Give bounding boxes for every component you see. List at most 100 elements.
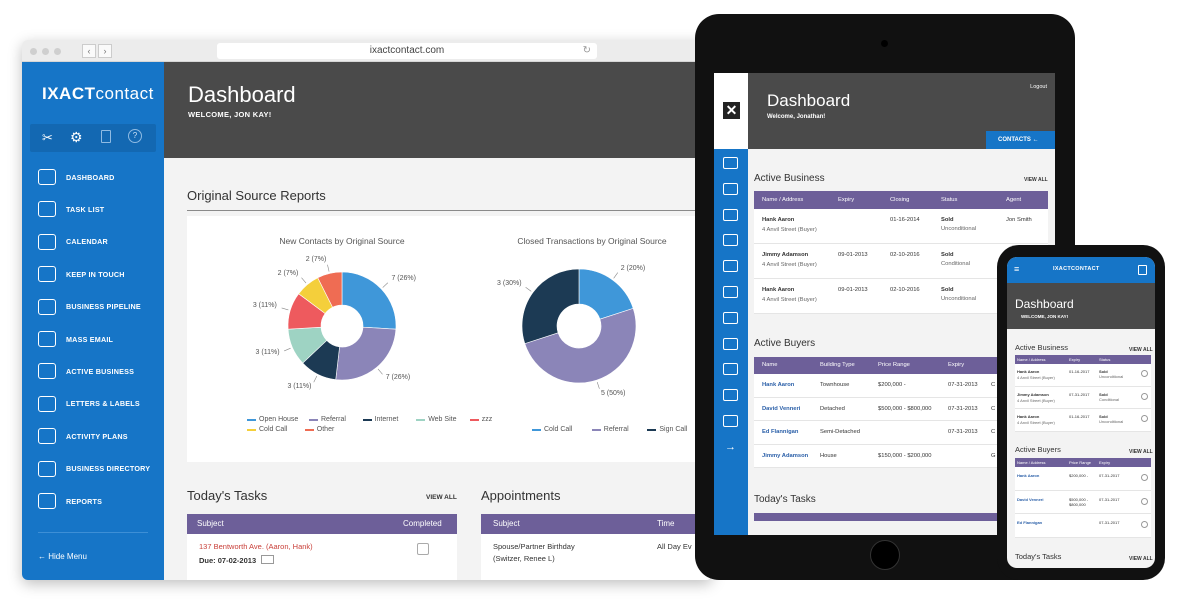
pie-slice-referral[interactable] [335,326,397,381]
calendar-icon[interactable] [723,208,738,221]
sidebar-item[interactable]: MASS EMAIL [38,328,113,350]
legend-item[interactable]: Cold Call [532,426,572,433]
row-name[interactable]: Jimmy Adamson [1017,391,1049,397]
table-row[interactable]: Hank Aaron 4 Anvil Street (Buyer) 01-16-20… [1015,409,1151,432]
buyer-name-link[interactable]: Hank Aaron [1017,473,1040,478]
sidebar-item[interactable]: LETTERS & LABELS [38,393,140,415]
logout-link[interactable]: Logout [1030,84,1047,90]
info-icon[interactable] [1141,497,1148,505]
legend-item[interactable]: Other [304,426,334,433]
window-dot[interactable] [42,48,49,55]
contact-card-icon[interactable] [261,555,274,564]
url-bar[interactable]: ixactcontact.com ↻ [217,43,597,59]
tasks-view-all-link[interactable]: VIEW ALL [426,494,457,501]
window-dot[interactable] [54,48,61,55]
info-icon[interactable] [1141,415,1148,422]
buyer-name-link[interactable]: David Venneri [762,405,801,412]
legend-item[interactable]: Referral [591,426,629,433]
plan-icon[interactable] [723,363,738,376]
back-icon[interactable]: ‹ [82,44,96,58]
info-icon[interactable] [1141,521,1148,528]
people-icon[interactable] [723,234,738,247]
contacts-button[interactable]: CONTACTS ← [986,131,1055,149]
tools-icon[interactable]: ✂ [42,130,53,145]
sidebar-item[interactable]: ACTIVITY PLANS [38,425,128,447]
row-name[interactable]: Hank Aaron [1017,369,1040,374]
row-name[interactable]: Hank Aaron [762,217,795,223]
sidebar-item[interactable]: CALENDAR [38,231,108,253]
contacts-icon[interactable] [1138,265,1147,275]
row-name[interactable]: Hank Aaron [1017,414,1040,419]
letters-icon[interactable] [723,337,738,350]
legend-item[interactable]: Internet [362,416,398,423]
buyer-name-link[interactable]: Ed Flannigan [1017,520,1043,525]
table-row[interactable]: Jimmy Adamson 4 Anvil Street (Buyer) 07-31… [1015,386,1151,409]
sidebar-item[interactable]: TASK LIST [38,198,104,220]
pie-slice-sign-call[interactable] [522,268,580,344]
app-logo[interactable]: IXACTcontact [42,84,154,104]
sidebar-item[interactable]: BUSINESS DIRECTORY [38,458,150,480]
speedometer-icon[interactable] [723,157,738,169]
table-row[interactable]: Hank Aaron $200,000 - 07-31-2017 [1015,467,1151,491]
legend-item[interactable]: Open House [247,416,298,423]
buyer-name-link[interactable]: Ed Flannigan [762,429,799,435]
buyer-name-link[interactable]: David Venneri [1017,496,1044,502]
legend-item[interactable]: Web Site [416,416,456,423]
help-icon[interactable]: ? [128,129,142,143]
sidebar-item[interactable]: REPORTS [38,490,102,512]
forward-icon[interactable]: › [98,44,112,58]
active-business-view-all-link[interactable]: VIEW ALL [1024,177,1048,183]
buyer-name-link[interactable]: Jimmy Adamson [762,452,809,459]
row-name[interactable]: Jimmy Adamson [762,252,809,258]
table-row[interactable]: Hank Aaron Townhouse $200,000 - 07-31-2013 C [754,374,1055,398]
table-row[interactable]: Ed Flannigan 07-31-2017 [1015,514,1151,538]
report-icon[interactable] [723,415,738,427]
info-icon[interactable] [1141,370,1148,377]
tablet-tasks-title: Today's Tasks [754,494,816,505]
completed-checkbox[interactable] [417,543,429,555]
legend-item[interactable]: zzz [469,416,492,423]
info-icon[interactable] [1141,392,1148,400]
trash-icon[interactable] [101,130,111,143]
sidebar-item[interactable]: DASHBOARD [38,166,115,188]
info-icon[interactable] [1141,474,1148,481]
legend-item[interactable]: Cold Call [247,426,287,433]
pie-slice-referral[interactable] [524,308,637,384]
reload-icon[interactable]: ↻ [582,45,591,56]
funnel-icon[interactable] [723,286,738,298]
pie-slice-open-house[interactable] [341,271,397,330]
table-row[interactable]: Jimmy Adamson House $150,000 - $200,000 G [754,444,1055,468]
sidebar-item[interactable]: KEEP IN TOUCH [38,263,125,285]
table-row[interactable]: Hank Aaron 4 Anvil Street (Buyer) 01-16-20… [754,209,1048,244]
phone-tasks-view-all-link[interactable]: VIEW ALL [1129,556,1153,562]
directory-icon[interactable] [723,389,738,402]
sidebar-item[interactable]: ACTIVE BUSINESS [38,360,134,382]
report-icon [38,493,56,509]
hide-menu-button[interactable]: ← Hide Menu [38,552,87,561]
task-subject-link[interactable]: 137 Bentworth Ave. (Aaron, Hank) [199,542,313,551]
closed-transactions-pie-chart [522,268,637,389]
table-row[interactable]: 137 Bentworth Ave. (Aaron, Hank) Due: 07… [187,534,457,580]
gear-icon[interactable]: ⚙ [70,129,83,145]
row-name[interactable]: Hank Aaron [762,287,795,293]
table-row[interactable]: David Venneri $500,000 - $800,000 07-31-20… [1015,490,1151,514]
phone-ab-view-all-link[interactable]: VIEW ALL [1129,347,1153,353]
table-row[interactable]: Hank Aaron 4 Anvil Street (Buyer) 01-16-20… [1015,364,1151,387]
window-dot[interactable] [30,48,37,55]
legend-item[interactable]: Referral [309,416,346,423]
home-button[interactable] [870,540,900,570]
envelope-icon[interactable] [723,260,738,273]
house-icon[interactable] [723,311,738,324]
buyer-name-link[interactable]: Hank Aaron [762,382,795,388]
table-row[interactable]: Ed Flannigan Semi-Detached 07-31-2013 C [754,421,1055,445]
table-row[interactable]: David Venneri Detached $500,000 - $800,000… [754,397,1055,421]
legend-item[interactable]: Sign Call [647,426,687,433]
sidebar-item[interactable]: BUSINESS PIPELINE [38,296,141,318]
phone-buyers-view-all-link[interactable]: VIEW ALL [1129,449,1153,455]
checklist-icon[interactable] [723,182,738,195]
table-row[interactable]: Spouse/Partner Birthday (Switzer, Renee … [481,534,712,580]
hamburger-menu-icon[interactable]: ≡ [1014,264,1020,274]
tablet-logo[interactable]: ✕ [714,73,748,149]
pie-slice-other[interactable] [317,271,343,308]
arrow-right-icon[interactable]: → [725,441,736,453]
